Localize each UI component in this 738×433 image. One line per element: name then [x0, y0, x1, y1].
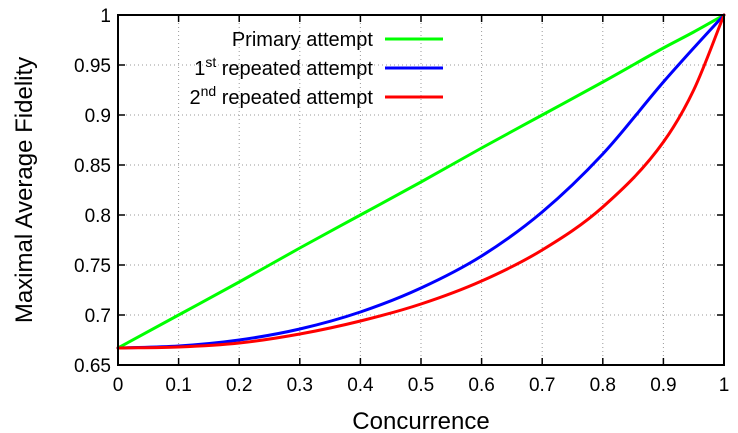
x-tick-label: 0.4 [347, 375, 374, 396]
x-tick-label: 0.1 [165, 375, 191, 396]
series-line-3 [116, 13, 726, 350]
series-layer [116, 13, 726, 350]
x-tick-label: 0.6 [468, 375, 494, 396]
y-tick-label: 0.75 [74, 256, 111, 277]
y-tick-label: 0.95 [74, 56, 111, 77]
x-axis-title: Concurrence [352, 408, 489, 433]
legend-label-2: 1st repeated attempt [194, 54, 373, 80]
legend-ordinal-suffix: st [205, 54, 216, 70]
legend-ordinal-suffix: nd [201, 83, 217, 99]
y-tick-label: 0.85 [74, 156, 111, 177]
legend-label-text: repeated attempt [216, 58, 373, 80]
series-line-2 [116, 13, 726, 350]
x-tick-label: 0 [113, 375, 124, 396]
x-tick-label: 1 [719, 375, 730, 396]
y-tick-label: 0.9 [85, 106, 111, 127]
x-tick-label: 0.3 [287, 375, 313, 396]
x-tick-label: 0.5 [408, 375, 434, 396]
legend-ordinal-number: 2 [190, 87, 201, 109]
y-tick-label: 1 [100, 6, 111, 27]
x-tick-label: 0.9 [650, 375, 676, 396]
x-tick-label: 0.7 [529, 375, 555, 396]
legend-label-1: Primary attempt [232, 29, 374, 51]
label-layer: 0 0.1 0.2 0.3 0.4 0.5 0.6 0.7 0.8 0.9 1 0.65 0.7 0.75… [74, 6, 729, 396]
legend-label-text: repeated attempt [216, 87, 373, 109]
x-tick-label: 0.8 [590, 375, 616, 396]
y-tick-label: 0.7 [85, 306, 111, 327]
y-axis-title: Maximal Average Fidelity [11, 57, 38, 323]
y-tick-label: 0.8 [85, 206, 111, 227]
grid-layer [118, 15, 724, 365]
y-tick-label: 0.65 [74, 356, 111, 377]
legend-label-3: 2nd repeated attempt [190, 83, 374, 109]
series-line-1 [116, 13, 726, 350]
x-tick-label: 0.2 [226, 375, 252, 396]
tick-layer [117, 14, 725, 366]
legend-ordinal-number: 1 [194, 58, 205, 80]
